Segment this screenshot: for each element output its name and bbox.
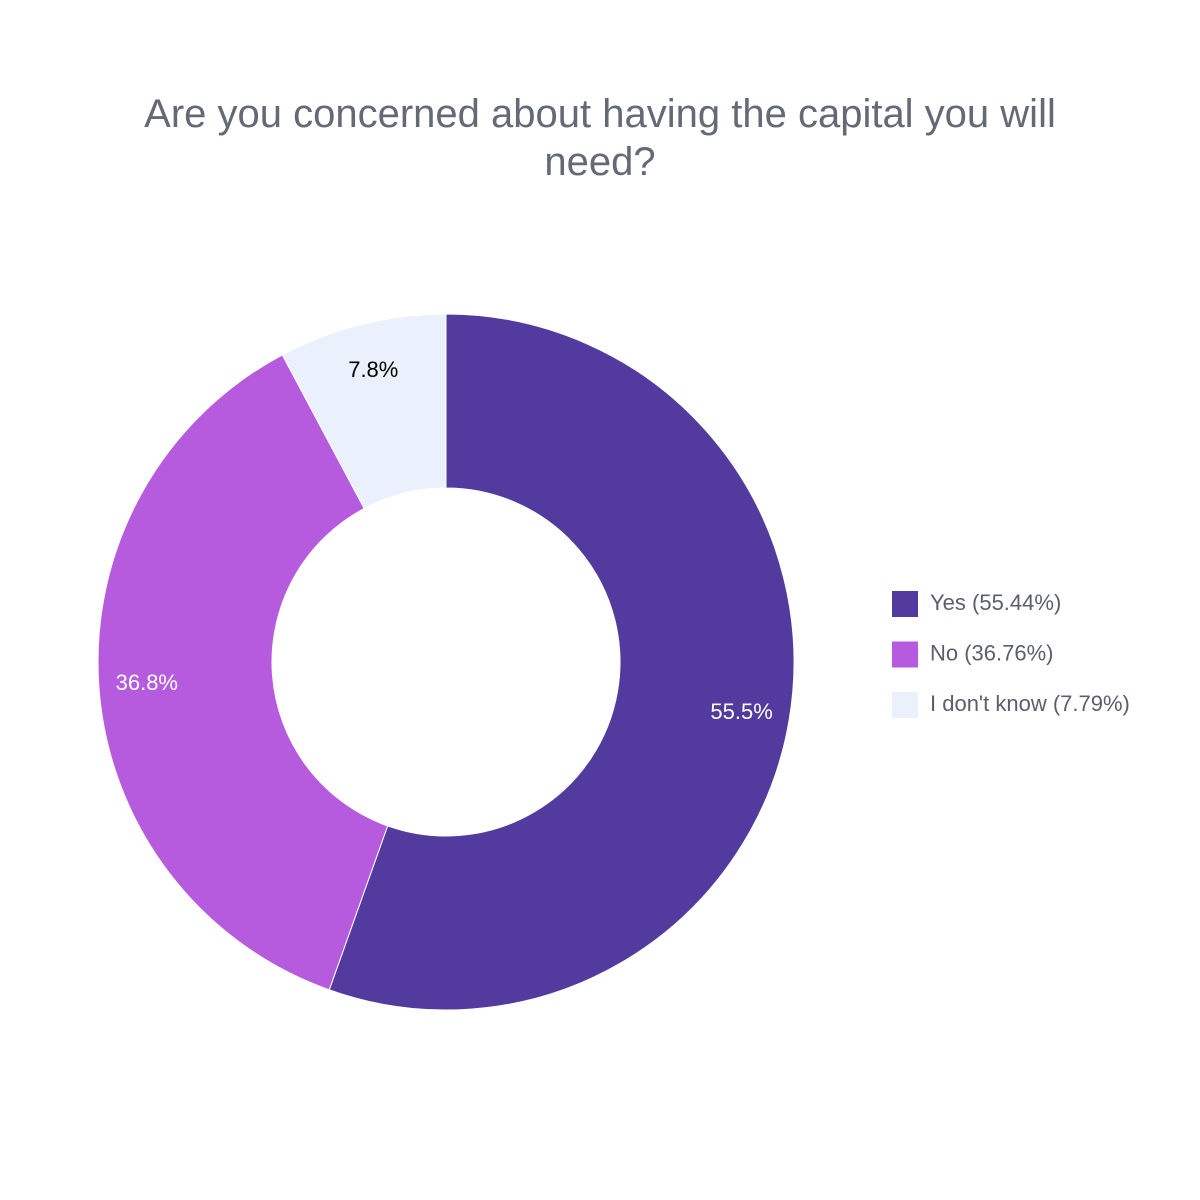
legend-label: I don't know (7.79%)	[930, 691, 1130, 716]
legend-swatch	[892, 641, 918, 668]
legend-swatch	[892, 692, 918, 718]
slice-label: 55.5%	[710, 699, 772, 724]
chart-title: Are you concerned about having the capit…	[144, 92, 1056, 184]
slice-label: 36.8%	[116, 670, 178, 695]
donut-slice	[281, 313, 447, 510]
legend-label: Yes (55.44%)	[930, 590, 1061, 615]
legend-swatch	[892, 591, 918, 617]
donut-slice	[97, 354, 389, 991]
legend-label: No (36.76%)	[930, 640, 1054, 665]
donut-slice	[328, 313, 795, 1011]
slice-label: 7.8%	[348, 357, 398, 382]
